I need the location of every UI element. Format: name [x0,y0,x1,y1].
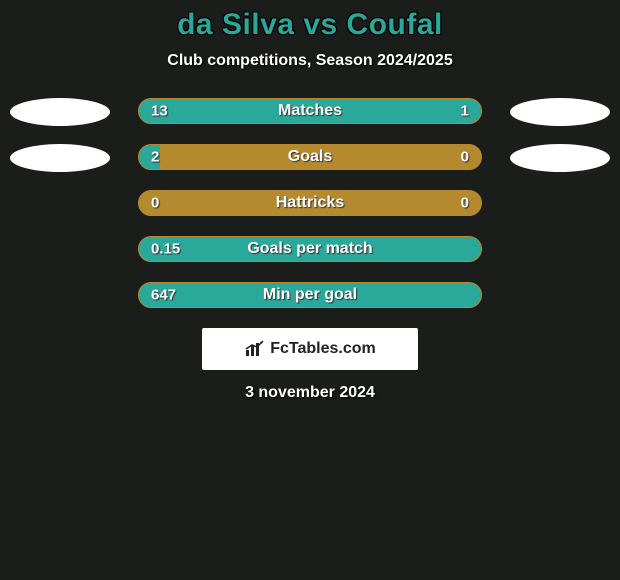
stat-bar: Goals per match0.15 [138,236,482,262]
date-label: 3 november 2024 [0,384,620,402]
stat-bar: Goals20 [138,144,482,170]
stat-bar-left-fill [139,283,481,307]
stat-label: Goals [139,148,481,166]
team-badge-right [510,144,610,172]
stat-row: Goals20 [0,144,620,172]
stat-value-right: 0 [461,149,469,166]
stat-bar: Hattricks0 0 [138,190,482,216]
team-badge-left [10,144,110,172]
stat-bar: Matches131 [138,98,482,124]
page-title: da Silva vs Coufal [0,8,620,42]
subtitle: Club competitions, Season 2024/2025 [0,52,620,70]
stat-row: Hattricks0 0 [0,190,620,218]
stat-label: Hattricks [139,194,481,212]
comparison-card: da Silva vs Coufal Club competitions, Se… [0,0,620,402]
chart-icon [244,340,266,358]
branding-inner: FcTables.com [244,340,376,358]
stat-row: Goals per match0.15 [0,236,620,264]
stat-bar-left-fill [139,237,481,261]
branding-box: FcTables.com [202,328,418,370]
stat-value-left: 0 [151,195,159,212]
stat-row: Matches131 [0,98,620,126]
stats-list: Matches131Goals20Hattricks00Goals per ma… [0,98,620,310]
stat-bar: Min per goal647 [138,282,482,308]
stat-bar-left-fill [139,99,406,123]
stat-row: Min per goal647 [0,282,620,310]
team-badge-right [510,98,610,126]
branding-text: FcTables.com [270,340,376,358]
stat-value-right: 0 [461,195,469,212]
stat-bar-right-fill [406,99,481,123]
team-badge-left [10,98,110,126]
stat-bar-left-fill [139,145,160,169]
